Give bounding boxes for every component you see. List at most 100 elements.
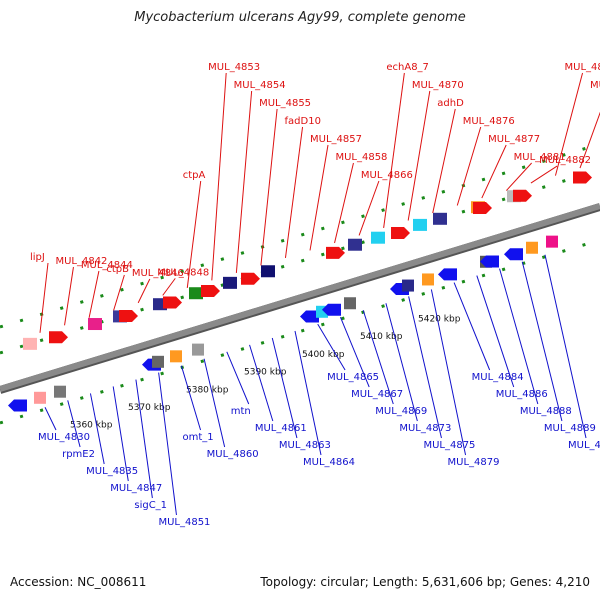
forward-gene-label: MUL_4877 <box>488 134 540 145</box>
reverse-gene-arrow <box>480 255 499 268</box>
forward-gene-label: MUL_4885 <box>565 62 600 73</box>
forward-gene-arrow <box>49 331 68 344</box>
forward-gene-label: MUL_4853 <box>208 62 260 73</box>
forward-gene-arrow <box>573 171 592 184</box>
reverse-gene <box>152 355 164 368</box>
forward-leader-line <box>407 90 431 221</box>
forward-leader-line <box>113 274 125 311</box>
reverse-gene-label: MUL_4875 <box>423 440 475 451</box>
forward-gene <box>413 218 427 231</box>
reverse-leader-line <box>67 400 81 448</box>
reverse-gene <box>192 343 204 356</box>
forward-leader-line <box>88 270 100 318</box>
reverse-leader-line <box>339 316 370 388</box>
forward-gene-label: MUL_4882 <box>539 155 591 166</box>
forward-leader-line <box>284 126 304 259</box>
forward-gene <box>348 238 362 251</box>
reverse-gene <box>170 350 182 363</box>
reverse-gene-label: MUL_4835 <box>86 466 138 477</box>
forward-leader-line <box>456 126 482 206</box>
reverse-leader-line <box>362 310 394 405</box>
reverse-gene <box>344 297 356 310</box>
reverse-gene-label: MUL_4860 <box>207 449 259 460</box>
forward-gene-label: MUL_4870 <box>412 80 464 91</box>
reverse-gene <box>546 235 558 248</box>
reverse-gene-arrow <box>8 399 27 412</box>
forward-gene-arrow <box>241 272 260 285</box>
forward-leader-line <box>530 165 558 184</box>
reverse-leader-line <box>180 365 202 431</box>
reverse-gene <box>34 391 46 404</box>
scale-tick-label: 5360 kbp <box>70 421 113 431</box>
forward-leader-line <box>309 144 329 251</box>
forward-gene <box>88 318 102 331</box>
forward-leader-line <box>554 72 584 176</box>
forward-gene-arrow <box>513 189 532 202</box>
forward-gene-label: MUL_4881 <box>514 152 566 163</box>
reverse-gene-label: sigC_1 <box>134 500 167 511</box>
forward-gene-label: MUL_4844 <box>81 260 133 271</box>
scale-tick-label: 5380 kbp <box>186 385 229 395</box>
reverse-leader-line <box>89 393 105 465</box>
reverse-gene-label: MUL_4886 <box>496 389 548 400</box>
reverse-gene-label: MUL_4889 <box>544 423 596 434</box>
forward-gene-arrow <box>391 227 410 239</box>
forward-gene-arrow <box>201 284 220 297</box>
forward-leader-line <box>481 144 507 199</box>
forward-gene-label: MUL_4876 <box>463 116 515 127</box>
reverse-leader-line <box>249 344 274 422</box>
forward-leader-line <box>358 180 380 236</box>
reverse-gene-label: MUL_4865 <box>327 372 379 383</box>
forward-leader-line <box>334 162 354 244</box>
forward-gene <box>189 287 203 300</box>
forward-gene-label: ctpB <box>106 264 129 275</box>
forward-leader-line <box>383 72 405 229</box>
reverse-gene-label: MUL_4873 <box>399 423 451 434</box>
reverse-leader-line <box>521 261 563 422</box>
reverse-gene-label: MUL_4830 <box>38 432 90 443</box>
reverse-leader-line <box>453 282 491 371</box>
scale-tick-label: 5390 kbp <box>244 368 287 378</box>
forward-gene <box>433 212 447 225</box>
reverse-leader-line <box>44 407 57 431</box>
reverse-leader-line <box>203 358 226 448</box>
forward-leader-line <box>39 262 49 333</box>
forward-gene-label: MUL_4846 <box>132 268 184 279</box>
reverse-gene-arrow <box>322 303 341 316</box>
forward-gene-label: lipJ <box>30 252 45 263</box>
forward-gene <box>371 231 385 244</box>
forward-leader-line <box>186 180 202 288</box>
reverse-gene-label: rpmE2 <box>62 449 95 460</box>
forward-leader-line <box>162 278 176 296</box>
reverse-gene-label: MUL_4869 <box>375 406 427 417</box>
reverse-gene-label: MUL_4879 <box>448 457 500 468</box>
forward-gene-arrow <box>119 309 138 322</box>
backbone <box>0 203 600 392</box>
reverse-leader-line <box>385 303 418 422</box>
reverse-leader-line <box>135 379 153 499</box>
forward-gene-label: MUL_4858 <box>335 152 387 163</box>
reverse-gene-label: MUL_4890 <box>568 440 600 451</box>
reverse-gene-label: omt_1 <box>183 432 214 443</box>
reverse-gene-label: MUL_4867 <box>351 389 403 400</box>
reverse-gene-label: MUL_4847 <box>110 483 162 494</box>
forward-gene <box>261 265 275 278</box>
reverse-gene-label: MUL_4863 <box>279 440 331 451</box>
scale-tick-label: 5410 kbp <box>360 332 403 342</box>
forward-gene-label: adhD <box>437 98 464 109</box>
forward-leader-line <box>64 266 74 326</box>
reverse-leader-line <box>294 330 322 456</box>
reverse-gene-label: MUL_4851 <box>158 517 210 528</box>
reverse-leader-line <box>430 289 467 456</box>
reverse-gene-label: MUL_4864 <box>303 457 355 468</box>
reverse-leader-line <box>317 323 346 371</box>
reverse-leader-line <box>476 275 515 388</box>
forward-leader-line <box>137 278 151 304</box>
forward-gene-label: MUL_4855 <box>259 98 311 109</box>
reverse-gene-label: MUL_4884 <box>472 372 524 383</box>
forward-gene-label: MUL_4842 <box>55 256 107 267</box>
forward-gene-label: MUL_4891 <box>590 80 600 91</box>
forward-leader-line <box>579 111 600 169</box>
reverse-gene-arrow <box>504 248 523 261</box>
forward-gene-arrow <box>163 296 182 309</box>
